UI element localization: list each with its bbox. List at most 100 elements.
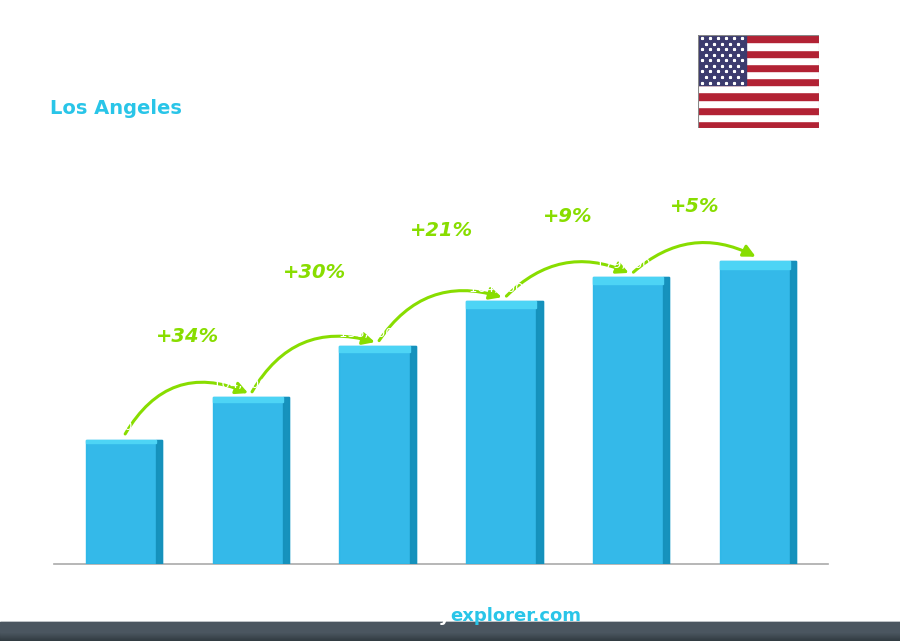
Text: 136,000 USD: 136,000 USD: [339, 327, 427, 340]
Bar: [698, 56, 819, 64]
Bar: [593, 277, 663, 285]
Bar: [698, 49, 819, 56]
Bar: [0, 628, 900, 636]
Bar: [339, 346, 416, 564]
Bar: [0, 629, 900, 637]
Bar: [0, 629, 900, 638]
Text: +30%: +30%: [283, 263, 346, 282]
Bar: [0, 630, 900, 638]
Bar: [0, 632, 900, 640]
Bar: [0, 629, 900, 638]
Bar: [698, 42, 819, 49]
Bar: [0, 631, 900, 639]
Text: 189,000 USD: 189,000 USD: [778, 242, 864, 254]
Bar: [283, 397, 289, 564]
Bar: [0, 631, 900, 639]
Bar: [0, 626, 900, 636]
Bar: [0, 627, 900, 635]
Bar: [0, 631, 900, 639]
Bar: [0, 627, 900, 635]
Bar: [698, 71, 819, 78]
Bar: [86, 440, 156, 443]
Bar: [0, 628, 900, 636]
Bar: [0, 623, 900, 633]
Bar: [0, 631, 900, 640]
Text: Los Angeles: Los Angeles: [50, 99, 182, 119]
Bar: [0, 631, 900, 638]
Bar: [0, 629, 900, 638]
Bar: [0, 629, 900, 637]
Bar: [0, 633, 900, 641]
Bar: [0, 628, 900, 637]
Bar: [0, 625, 900, 633]
Bar: [0, 628, 900, 637]
Bar: [698, 85, 819, 92]
Bar: [0, 625, 900, 633]
Bar: [0, 632, 900, 640]
Bar: [0, 631, 900, 640]
Bar: [0, 629, 900, 639]
Bar: [0, 631, 900, 640]
Bar: [0, 628, 900, 637]
Bar: [0, 626, 900, 636]
Bar: [0, 631, 900, 640]
Bar: [466, 301, 536, 308]
Bar: [536, 301, 543, 564]
Bar: [0, 627, 900, 635]
Bar: [0, 629, 900, 638]
Bar: [0, 631, 900, 639]
Bar: [0, 628, 900, 635]
Bar: [0, 628, 900, 636]
Bar: [0, 627, 900, 637]
Bar: [156, 440, 162, 564]
Bar: [0, 626, 900, 633]
Bar: [0, 631, 900, 640]
Bar: [0, 629, 900, 637]
Bar: [0, 630, 900, 638]
Bar: [0, 630, 900, 640]
Bar: [698, 114, 819, 121]
Bar: [0, 624, 900, 633]
Text: Average Yearly Salary: Average Yearly Salary: [872, 315, 883, 428]
Bar: [0, 629, 900, 637]
Bar: [0, 623, 900, 632]
Text: +21%: +21%: [410, 221, 472, 240]
Bar: [0, 632, 900, 640]
Bar: [0, 633, 900, 640]
Bar: [0, 624, 900, 634]
Bar: [0, 622, 900, 632]
Bar: [0, 628, 900, 638]
Bar: [0, 628, 900, 635]
Bar: [0, 628, 900, 636]
Bar: [0, 629, 900, 637]
Bar: [0, 624, 900, 635]
Bar: [0, 626, 900, 635]
Bar: [790, 262, 796, 564]
Bar: [720, 262, 796, 564]
Bar: [663, 277, 670, 564]
Bar: [0, 626, 900, 634]
Bar: [0, 624, 900, 633]
Bar: [0, 630, 900, 638]
Bar: [0, 629, 900, 637]
Text: explorer.com: explorer.com: [450, 607, 581, 625]
Text: Sustainability Architect: Sustainability Architect: [50, 67, 275, 87]
Text: 104,000 USD: 104,000 USD: [212, 378, 300, 391]
Bar: [0, 633, 900, 641]
Bar: [698, 107, 819, 114]
Bar: [0, 625, 900, 635]
Bar: [0, 626, 900, 634]
Bar: [0, 632, 900, 640]
Bar: [0, 627, 900, 635]
Bar: [0, 627, 900, 636]
Text: +34%: +34%: [156, 327, 219, 346]
Bar: [0, 628, 900, 638]
Bar: [0, 628, 900, 635]
Bar: [0, 631, 900, 641]
Bar: [0, 629, 900, 637]
Bar: [0, 631, 900, 641]
Bar: [698, 35, 746, 85]
Bar: [0, 626, 900, 633]
Bar: [0, 622, 900, 632]
Bar: [0, 632, 900, 640]
